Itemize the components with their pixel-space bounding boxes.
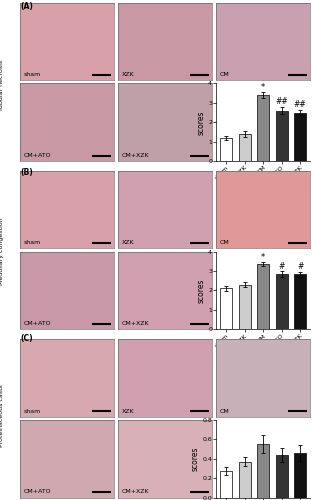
Bar <box>220 472 232 498</box>
Text: *: * <box>261 253 266 262</box>
Y-axis label: scores: scores <box>190 446 199 471</box>
Text: sham: sham <box>24 408 41 414</box>
Text: *: * <box>261 82 266 92</box>
Text: CM+ATO: CM+ATO <box>24 321 52 326</box>
Text: CM+XZK: CM+XZK <box>122 153 150 158</box>
Y-axis label: scores: scores <box>196 110 205 134</box>
Bar <box>257 95 269 161</box>
Bar <box>257 264 269 330</box>
Text: sham: sham <box>24 240 41 246</box>
Bar <box>239 284 251 330</box>
Bar <box>294 453 306 498</box>
Text: CM+ATO: CM+ATO <box>24 153 52 158</box>
Text: ##: ## <box>294 100 307 109</box>
Bar <box>239 462 251 498</box>
Text: (C): (C) <box>20 334 33 343</box>
Text: CM: CM <box>220 240 230 246</box>
Text: CM: CM <box>220 408 230 414</box>
Text: XZK: XZK <box>122 72 135 77</box>
Bar <box>276 274 288 330</box>
Bar <box>276 110 288 161</box>
Bar <box>294 274 306 330</box>
Bar <box>257 444 269 498</box>
Text: sham: sham <box>24 72 41 77</box>
Text: CM+ATO: CM+ATO <box>24 490 52 494</box>
Text: XZK: XZK <box>122 240 135 246</box>
Text: CM: CM <box>220 72 230 77</box>
Text: Medullary congestion: Medullary congestion <box>0 218 4 286</box>
Text: CM+XZK: CM+XZK <box>122 490 150 494</box>
Bar <box>276 454 288 498</box>
Text: (B): (B) <box>20 168 33 177</box>
Text: #: # <box>279 262 285 270</box>
Y-axis label: scores: scores <box>196 278 205 302</box>
Text: Proteinaceous casts: Proteinaceous casts <box>0 384 4 448</box>
Bar <box>220 288 232 330</box>
Text: XZK: XZK <box>122 408 135 414</box>
Bar <box>220 138 232 161</box>
Text: #: # <box>297 262 304 272</box>
Bar <box>294 112 306 161</box>
Text: (A): (A) <box>20 2 33 11</box>
Bar <box>239 134 251 161</box>
Text: Tubular necrosis: Tubular necrosis <box>0 60 4 110</box>
Text: CM+XZK: CM+XZK <box>122 321 150 326</box>
Text: ##: ## <box>275 98 288 106</box>
